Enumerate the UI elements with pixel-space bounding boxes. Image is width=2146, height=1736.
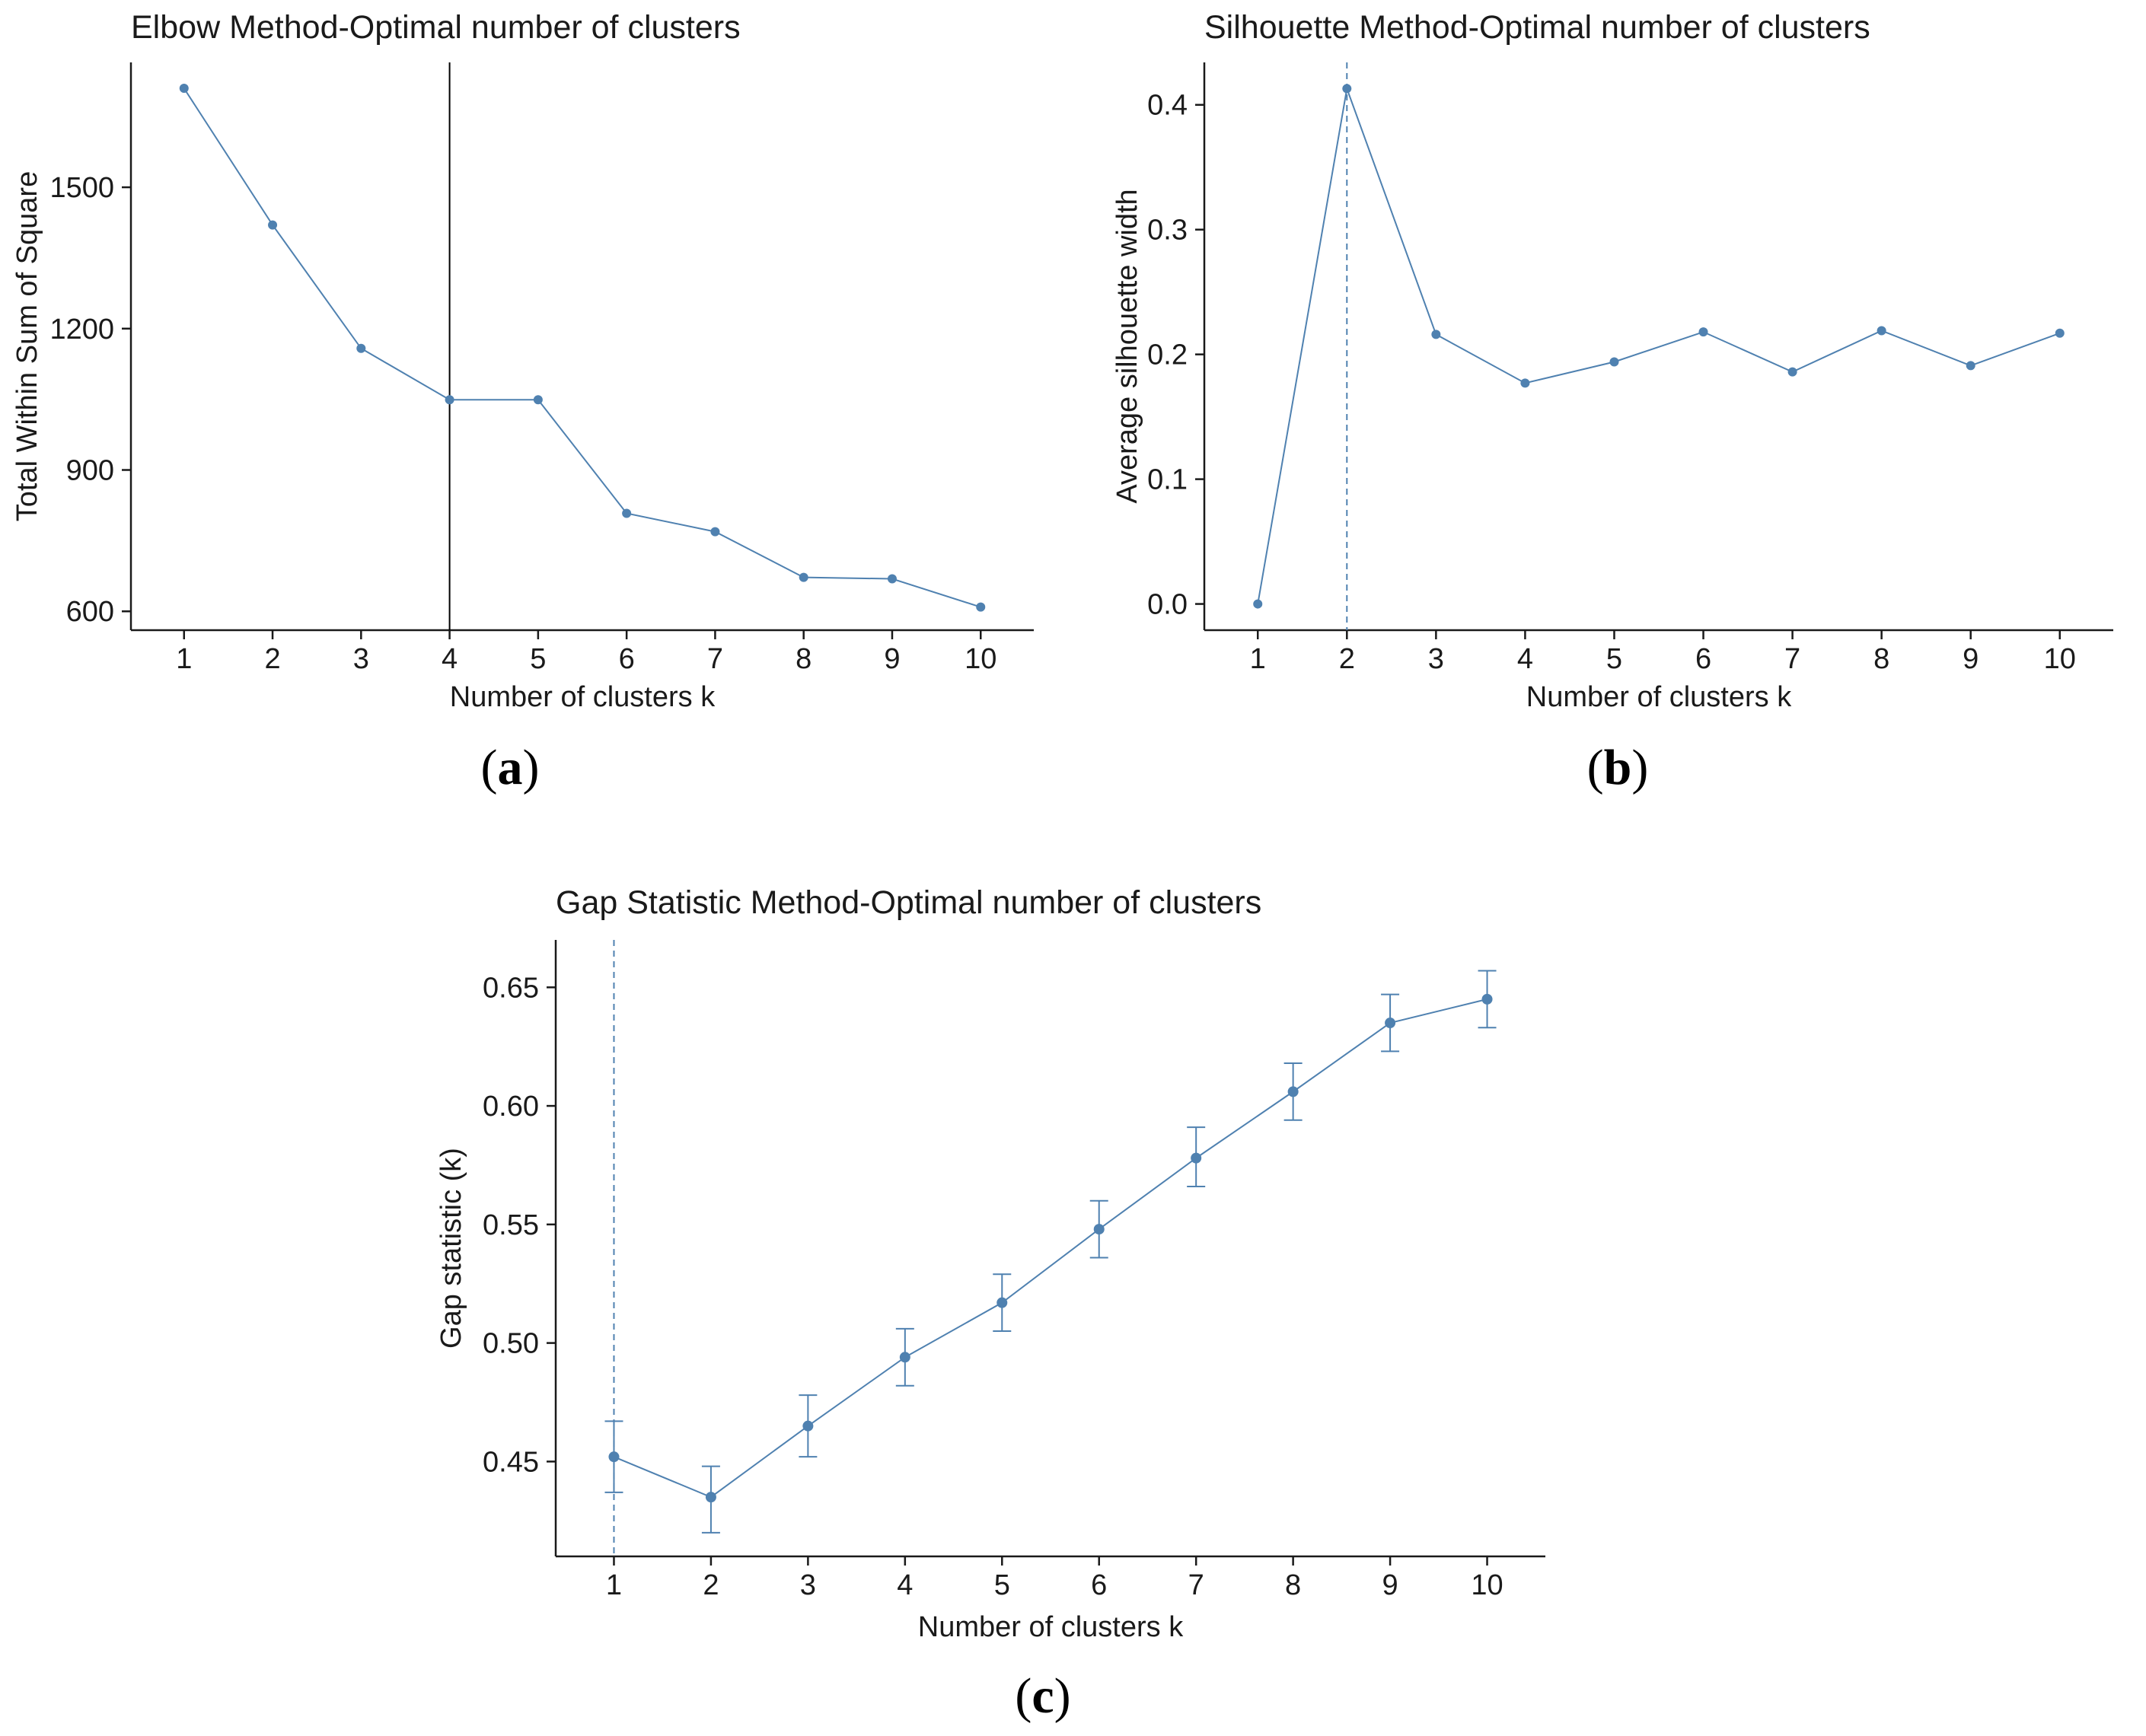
x-tick-label: 3 xyxy=(353,643,369,675)
y-tick-label: 0.45 xyxy=(483,1446,539,1478)
data-point xyxy=(710,527,720,537)
x-tick-label: 8 xyxy=(1873,643,1889,675)
y-tick-label: 0.0 xyxy=(1147,589,1188,621)
data-point xyxy=(2055,328,2065,338)
x-tick-label: 4 xyxy=(1517,643,1533,675)
x-tick-label: 1 xyxy=(1250,643,1266,675)
x-tick-label: 4 xyxy=(442,643,458,675)
data-point xyxy=(1698,327,1708,337)
x-tick-label: 2 xyxy=(703,1569,719,1601)
x-tick-label: 10 xyxy=(2044,643,2076,675)
x-tick-label: 2 xyxy=(1339,643,1355,675)
data-point xyxy=(1431,330,1441,339)
panel-label: (c) xyxy=(1015,1668,1070,1724)
y-tick-label: 0.50 xyxy=(483,1328,539,1360)
data-point xyxy=(899,1352,910,1363)
y-tick-label: 0.1 xyxy=(1147,464,1188,496)
data-point xyxy=(356,343,366,353)
y-tick-label: 0.2 xyxy=(1147,339,1188,371)
series-line xyxy=(614,998,1488,1499)
panel-label: (a) xyxy=(481,740,540,795)
data-point xyxy=(608,1451,620,1463)
x-axis-label: Number of clusters k xyxy=(918,1611,1184,1643)
x-tick-label: 5 xyxy=(530,643,546,675)
chart-title: Silhouette Method-Optimal number of clus… xyxy=(1204,9,1870,46)
x-tick-label: 9 xyxy=(1963,643,1979,675)
data-point xyxy=(1253,599,1263,609)
chart-panel-c: Gap Statistic Method-Optimal number of c… xyxy=(435,884,1545,1724)
data-point xyxy=(1609,357,1619,367)
x-tick-label: 6 xyxy=(1695,643,1711,675)
x-tick-label: 7 xyxy=(707,643,723,675)
y-tick-label: 900 xyxy=(66,455,114,487)
y-tick-label: 0.60 xyxy=(483,1091,539,1123)
chart-title: Elbow Method-Optimal number of clusters xyxy=(131,9,741,46)
x-tick-label: 9 xyxy=(884,643,900,675)
data-point xyxy=(1342,84,1352,94)
data-point xyxy=(1481,993,1493,1005)
data-point xyxy=(1520,378,1530,388)
x-tick-label: 1 xyxy=(176,643,192,675)
y-tick-label: 0.3 xyxy=(1147,215,1188,247)
y-tick-label: 0.4 xyxy=(1147,90,1188,122)
panel-label: (b) xyxy=(1587,740,1649,795)
data-point xyxy=(1093,1224,1105,1235)
x-tick-label: 8 xyxy=(1285,1569,1301,1601)
data-point xyxy=(802,1420,814,1432)
y-tick-label: 600 xyxy=(66,596,114,628)
data-point xyxy=(1191,1152,1202,1164)
y-tick-label: 0.65 xyxy=(483,972,539,1004)
data-point xyxy=(1966,361,1975,371)
y-tick-label: 1200 xyxy=(49,314,114,346)
x-tick-label: 8 xyxy=(796,643,812,675)
data-point xyxy=(887,574,897,584)
y-axis-label: Total Within Sum of Square xyxy=(11,171,43,521)
x-tick-label: 2 xyxy=(264,643,280,675)
x-tick-label: 5 xyxy=(994,1569,1010,1601)
x-tick-label: 1 xyxy=(606,1569,622,1601)
data-point xyxy=(976,602,986,612)
y-tick-label: 0.55 xyxy=(483,1209,539,1241)
x-tick-label: 3 xyxy=(1428,643,1444,675)
x-tick-label: 9 xyxy=(1382,1569,1398,1601)
y-axis-label: Average silhouette width xyxy=(1111,189,1143,503)
series-line xyxy=(1257,85,2061,604)
series-line xyxy=(183,88,981,608)
y-axis-label: Gap statistic (k) xyxy=(435,1148,467,1349)
x-tick-label: 6 xyxy=(619,643,635,675)
chart-panel-a: Elbow Method-Optimal number of clusters 1… xyxy=(11,9,1034,795)
data-point xyxy=(799,572,808,582)
chart-title: Gap Statistic Method-Optimal number of c… xyxy=(556,884,1261,921)
x-tick-label: 4 xyxy=(897,1569,913,1601)
data-point xyxy=(1385,1018,1396,1029)
x-tick-label: 7 xyxy=(1784,643,1800,675)
data-point xyxy=(996,1297,1008,1308)
x-tick-label: 10 xyxy=(965,643,996,675)
x-tick-label: 10 xyxy=(1471,1569,1503,1601)
x-tick-label: 7 xyxy=(1188,1569,1204,1601)
x-axis-label: Number of clusters k xyxy=(450,681,716,713)
data-point xyxy=(179,84,189,94)
x-axis-label: Number of clusters k xyxy=(1526,681,1792,713)
data-point xyxy=(1877,326,1886,336)
data-point xyxy=(705,1492,716,1503)
x-tick-label: 6 xyxy=(1091,1569,1107,1601)
y-tick-label: 1500 xyxy=(49,172,114,204)
chart-panel-b: Silhouette Method-Optimal number of clus… xyxy=(1111,9,2113,795)
data-point xyxy=(445,395,454,405)
data-point xyxy=(1287,1086,1299,1097)
data-point xyxy=(268,220,278,230)
x-tick-label: 5 xyxy=(1606,643,1622,675)
data-point xyxy=(622,508,632,518)
data-point xyxy=(533,395,543,405)
data-point xyxy=(1787,367,1797,377)
x-tick-label: 3 xyxy=(800,1569,816,1601)
